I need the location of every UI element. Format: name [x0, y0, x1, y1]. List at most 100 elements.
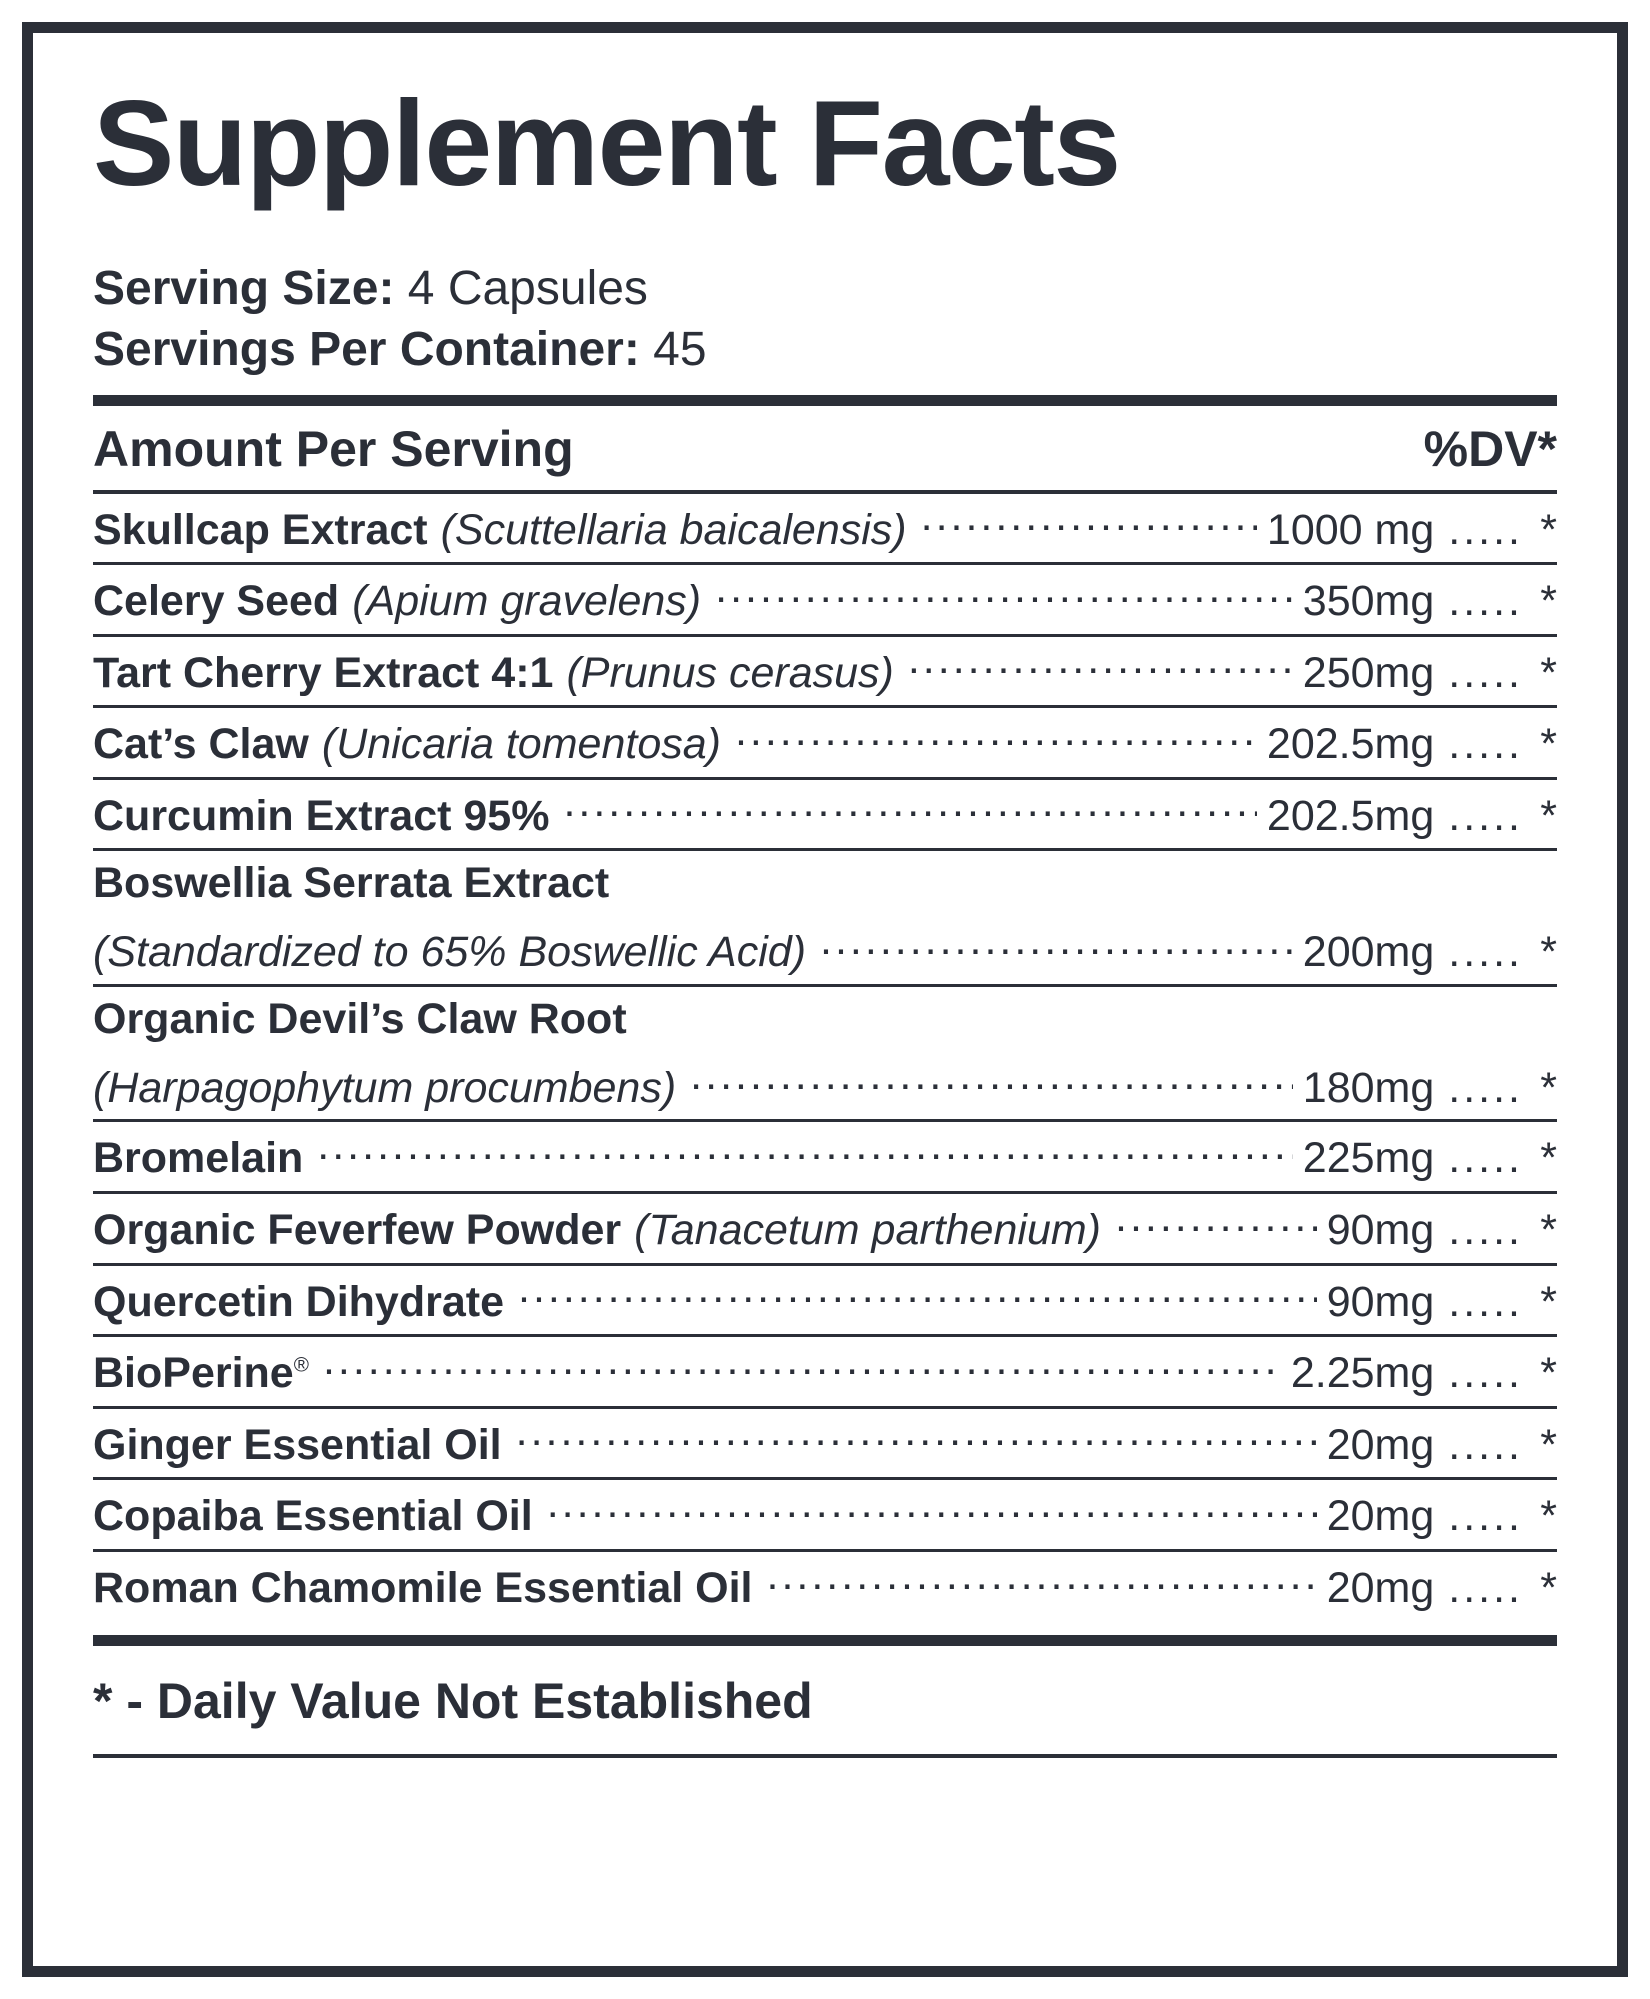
- ingredient-name: Organic Devil’s Claw Root: [93, 994, 627, 1043]
- dv-leader-dots: .....: [1448, 791, 1523, 840]
- ingredient-list: Skullcap Extract (Scuttellaria baicalensi…: [93, 494, 1557, 1621]
- divider-thick-bottom: [93, 1634, 1557, 1646]
- dv-value: *: [1540, 1420, 1557, 1469]
- servings-per-container-label: Servings Per Container:: [93, 323, 640, 377]
- ingredient-name: Copaiba Essential Oil: [93, 1492, 533, 1541]
- serving-size-label: Serving Size:: [93, 261, 395, 315]
- ingredient-name: Skullcap Extract: [93, 505, 428, 554]
- ingredient-latin-name: (Tanacetum parthenium): [634, 1206, 1101, 1254]
- leader-dots: [921, 501, 1257, 544]
- dv-leader-dots: .....: [1448, 1134, 1523, 1183]
- ingredient-row: Organic Devil’s Claw Root (Harpagophytum …: [93, 987, 1557, 1119]
- row-divider: [93, 1262, 1557, 1266]
- ingredient-amount: 225mg: [1302, 1134, 1435, 1183]
- ingredient-amount: 20mg: [1326, 1492, 1435, 1541]
- ingredient-latin-name: (Harpagophytum procumbens): [93, 1063, 677, 1112]
- dv-leader-dots: .....: [1448, 928, 1523, 977]
- ingredient-amount-line: Bromelain 225mg..... *: [93, 1129, 1557, 1185]
- ingredient-row: Bromelain 225mg..... *: [93, 1122, 1557, 1191]
- ingredient-amount-line: (Harpagophytum procumbens) 180mg..... *: [93, 1059, 1557, 1114]
- row-divider: [93, 705, 1557, 709]
- dv-leader-dots: .....: [1448, 577, 1523, 626]
- ingredient-row: Ginger Essential Oil 20mg..... *: [93, 1409, 1557, 1478]
- dv-value: *: [1540, 1349, 1557, 1398]
- leader-dots: [767, 1559, 1317, 1602]
- daily-value-header: %DV*: [1423, 420, 1557, 477]
- dv-leader-dots: .....: [1448, 1563, 1523, 1612]
- leader-dots: [1115, 1201, 1317, 1244]
- divider-below-header: [93, 489, 1557, 494]
- ingredient-amount: 200mg: [1302, 928, 1435, 977]
- ingredient-amount: 2.25mg: [1290, 1349, 1435, 1398]
- daily-value-footnote: * - Daily Value Not Established: [93, 1672, 813, 1729]
- ingredient-name: Roman Chamomile Essential Oil: [93, 1563, 753, 1612]
- ingredient-name: Cat’s Claw: [93, 720, 309, 769]
- ingredient-amount-line: Ginger Essential Oil 20mg..... *: [93, 1416, 1557, 1472]
- ingredient-amount-line: Roman Chamomile Essential Oil 20mg..... *: [93, 1559, 1557, 1615]
- ingredient-row: Curcumin Extract 95% 202.5mg..... *: [93, 780, 1557, 849]
- ingredient-name: Organic Feverfew Powder: [93, 1206, 622, 1254]
- leader-dots: [516, 1416, 1317, 1459]
- dv-value: *: [1540, 1206, 1557, 1254]
- serving-info: Serving Size: 4 Capsules Servings Per Co…: [93, 258, 1557, 381]
- dv-value: *: [1540, 1277, 1557, 1326]
- ingredient-latin-name: (Scuttellaria baicalensis): [440, 505, 907, 554]
- ingredient-row: Roman Chamomile Essential Oil 20mg..... *: [93, 1552, 1557, 1621]
- ingredient-amount: 350mg: [1302, 577, 1435, 626]
- dv-leader-dots: .....: [1448, 648, 1523, 697]
- ingredient-amount-line: Celery Seed(Apium gravelens) 350mg..... *: [93, 572, 1557, 628]
- dv-leader-dots: .....: [1448, 1492, 1523, 1541]
- ingredient-name: BioPerine®: [93, 1349, 309, 1398]
- row-divider: [93, 1405, 1557, 1409]
- dv-leader-dots: .....: [1448, 1206, 1523, 1254]
- leader-dots: [547, 1487, 1317, 1530]
- ingredient-name: Celery Seed: [93, 577, 340, 626]
- amount-per-serving-header: Amount Per Serving: [93, 420, 574, 477]
- dv-leader-dots: .....: [1448, 1420, 1523, 1469]
- dv-value: *: [1540, 1492, 1557, 1541]
- leader-dots: [735, 715, 1257, 758]
- ingredient-amount-line: Curcumin Extract 95% 202.5mg..... *: [93, 787, 1557, 843]
- ingredient-latin-name: (Unicaria tomentosa): [321, 720, 721, 769]
- ingredient-latin-name: (Prunus cerasus): [566, 648, 894, 697]
- ingredient-amount: 90mg: [1326, 1277, 1435, 1326]
- ingredient-amount: 180mg: [1302, 1063, 1435, 1112]
- leader-dots: [518, 1273, 1317, 1316]
- row-divider: [93, 1548, 1557, 1552]
- divider-footer-bottom: [93, 1753, 1557, 1758]
- ingredient-amount: 202.5mg: [1266, 720, 1435, 769]
- row-divider: [93, 562, 1557, 566]
- ingredient-amount-line: Tart Cherry Extract 4:1(Prunus cerasus) 2…: [93, 644, 1557, 700]
- ingredient-row: BioPerine® 2.25mg..... *: [93, 1337, 1557, 1406]
- ingredient-row: Tart Cherry Extract 4:1(Prunus cerasus) 2…: [93, 637, 1557, 706]
- ingredient-name: Ginger Essential Oil: [93, 1420, 502, 1469]
- dv-value: *: [1540, 791, 1557, 840]
- ingredient-row: Cat’s Claw(Unicaria tomentosa) 202.5mg...…: [93, 708, 1557, 777]
- leader-dots: [690, 1059, 1293, 1102]
- ingredient-name: Quercetin Dihydrate: [93, 1277, 504, 1326]
- ingredient-amount: 250mg: [1302, 648, 1435, 697]
- ingredient-name: Curcumin Extract 95%: [93, 791, 550, 840]
- serving-size-line: Serving Size: 4 Capsules: [93, 258, 1557, 319]
- dv-value: *: [1540, 1563, 1557, 1612]
- ingredient-amount-line: Organic Feverfew Powder (Tanacetum parthe…: [93, 1201, 1557, 1257]
- ingredient-name-line: Organic Devil’s Claw Root: [93, 994, 1557, 1045]
- leader-dots: [317, 1129, 1293, 1172]
- divider-thick-top: [93, 394, 1557, 406]
- ingredient-row: Celery Seed(Apium gravelens) 350mg..... *: [93, 565, 1557, 634]
- ingredient-amount-line: (Standardized to 65% Boswellic Acid) 200m…: [93, 923, 1557, 978]
- ingredient-amount: 20mg: [1326, 1563, 1435, 1612]
- ingredient-row: Skullcap Extract (Scuttellaria baicalensi…: [93, 494, 1557, 563]
- row-divider: [93, 1477, 1557, 1481]
- ingredient-row: Organic Feverfew Powder (Tanacetum parthe…: [93, 1194, 1557, 1263]
- dv-value: *: [1540, 928, 1557, 977]
- dv-value: *: [1540, 720, 1557, 769]
- row-divider: [93, 983, 1557, 987]
- leader-dots: [908, 644, 1293, 687]
- dv-leader-dots: .....: [1448, 1349, 1523, 1398]
- ingredient-amount: 1000 mg: [1266, 505, 1435, 554]
- registered-trademark-icon: ®: [293, 1353, 309, 1377]
- label-frame: Supplement Facts Serving Size: 4 Capsule…: [22, 22, 1628, 1977]
- row-divider: [93, 633, 1557, 637]
- ingredient-amount-line: Skullcap Extract (Scuttellaria baicalensi…: [93, 501, 1557, 557]
